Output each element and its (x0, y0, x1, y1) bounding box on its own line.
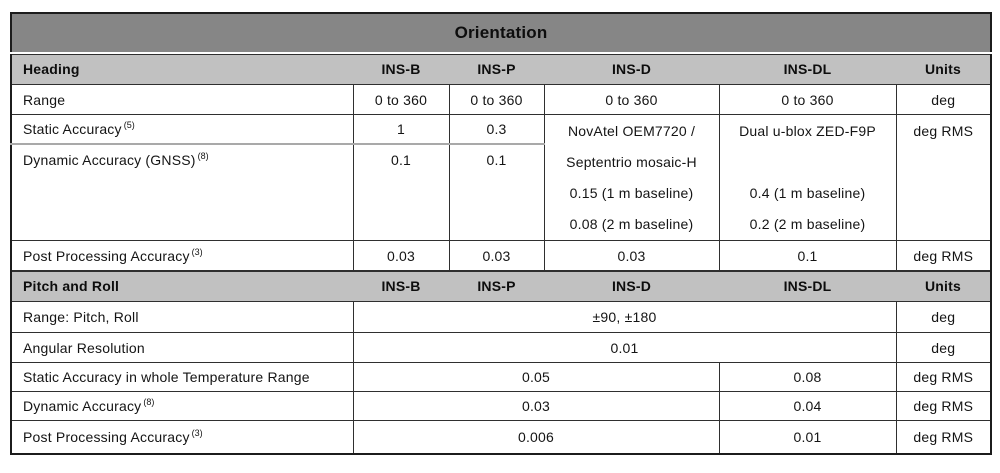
cell-pr-dynamic-units: deg RMS (895, 391, 992, 421)
cell-range-label: Range (10, 84, 354, 115)
cell-pr-range-label: Range: Pitch, Roll (10, 301, 354, 333)
cell-pr-range-value: ±90, ±180 (352, 301, 897, 333)
col-header-ins-dl: INS-DL (719, 52, 896, 85)
orientation-spec-table: Orientation Heading INS-B INS-P INS-D IN… (10, 12, 992, 455)
col-header-ins-d-2: INS-D (544, 270, 719, 302)
cell-post-insdl: 0.1 (718, 240, 897, 271)
footnote-8-2: (8) (143, 397, 155, 408)
cell-range-insb: 0 to 360 (352, 84, 450, 115)
col-header-ins-p-2: INS-P (449, 270, 544, 302)
cell-static-insb: 1 (352, 113, 450, 145)
footnote-8: (8) (197, 151, 209, 162)
cell-pr-post-units: deg RMS (895, 420, 992, 454)
cell-static-insp: 0.3 (448, 113, 545, 145)
insdl-line-blank (720, 147, 895, 178)
cell-range-insd: 0 to 360 (543, 84, 720, 115)
cell-pr-resolution-value: 0.01 (352, 332, 897, 363)
pr-dynamic-text: Dynamic Accuracy (23, 398, 142, 414)
cell-pr-post-value: 0.006 (352, 420, 720, 454)
insd-line-receiver-1: NovAtel OEM7720 / (567, 123, 696, 139)
cell-post-insd: 0.03 (543, 240, 720, 271)
pitch-roll-header-row: Pitch and Roll INS-B INS-P INS-D INS-DL … (11, 270, 991, 302)
cell-pr-static-temp-insdl: 0.08 (718, 362, 897, 392)
cell-pr-resolution-label: Angular Resolution (10, 332, 354, 363)
row-pr-angular-resolution: Angular Resolution 0.01 deg (10, 332, 992, 363)
accuracy-units-text: deg RMS (913, 123, 974, 139)
post-processing-text: Post Processing Accuracy (23, 247, 190, 264)
cell-pr-range-units: deg (895, 301, 992, 333)
heading-header-row: Heading INS-B INS-P INS-D INS-DL Units (11, 52, 991, 85)
cell-accuracy-units: deg RMS (895, 114, 992, 241)
cell-insd-gnss-receiver: NovAtel OEM7720 / Septentrio mosaic-H 0.… (543, 114, 720, 241)
insd-line-baseline-2m: 0.08 (2 m baseline) (569, 216, 694, 232)
cell-static-label: Static Accuracy (5) (10, 113, 354, 145)
col-header-units-2: Units (896, 270, 991, 302)
col-header-units: Units (896, 52, 991, 85)
insdl-line-receiver: Dual u-blox ZED-F9P (739, 123, 876, 139)
pr-post-text: Post Processing Accuracy (23, 428, 190, 445)
cell-pr-post-label: Post Processing Accuracy (3) (10, 420, 354, 454)
cell-range-insp: 0 to 360 (448, 84, 545, 115)
cell-post-insb: 0.03 (352, 240, 450, 271)
table-title: Orientation (11, 13, 991, 54)
footnote-3-2: (3) (191, 428, 203, 439)
row-pr-range: Range: Pitch, Roll ±90, ±180 deg (10, 301, 992, 333)
cell-range-units: deg (895, 84, 992, 115)
col-header-ins-b-2: INS-B (353, 270, 449, 302)
cell-pr-dynamic-value: 0.03 (352, 391, 720, 421)
row-heading-static-accuracy: Static Accuracy (5) 1 0.3 NovAtel OEM7720… (10, 113, 992, 241)
insd-line-baseline-1m: 0.15 (1 m baseline) (569, 185, 694, 201)
row-heading-post-processing: Post Processing Accuracy (3) 0.03 0.03 0.… (10, 240, 992, 271)
col-header-ins-d: INS-D (544, 52, 719, 85)
insd-line-receiver-2: Septentrio mosaic-H (566, 154, 697, 170)
cell-pr-dynamic-label: Dynamic Accuracy (8) (10, 391, 354, 421)
dynamic-accuracy-text: Dynamic Accuracy (GNSS) (23, 151, 196, 168)
insdl-line-baseline-1m: 0.4 (1 m baseline) (749, 185, 866, 201)
cell-post-insp: 0.03 (448, 240, 545, 271)
row-heading-range: Range 0 to 360 0 to 360 0 to 360 0 to 36… (10, 84, 992, 115)
insdl-line-baseline-2m: 0.2 (2 m baseline) (749, 216, 866, 232)
cell-dynamic-label: Dynamic Accuracy (GNSS) (8) (10, 143, 354, 241)
row-pr-post-processing: Post Processing Accuracy (3) 0.006 0.01 d… (10, 420, 992, 454)
cell-pr-static-temp-value: 0.05 (352, 362, 720, 392)
row-pr-dynamic: Dynamic Accuracy (8) 0.03 0.04 deg RMS (10, 391, 992, 421)
row-pr-static-temp: Static Accuracy in whole Temperature Ran… (10, 362, 992, 392)
cell-pr-static-temp-units: deg RMS (895, 362, 992, 392)
cell-pr-dynamic-insdl: 0.04 (718, 391, 897, 421)
cell-dynamic-insb: 0.1 (352, 143, 450, 241)
footnote-3: (3) (191, 246, 203, 257)
section-header-heading: Heading (11, 52, 353, 85)
cell-pr-resolution-units: deg (895, 332, 992, 363)
cell-post-units: deg RMS (895, 240, 992, 271)
col-header-ins-dl-2: INS-DL (719, 270, 896, 302)
cell-pr-static-temp-label: Static Accuracy in whole Temperature Ran… (10, 362, 354, 392)
footnote-5: (5) (123, 120, 135, 131)
static-accuracy-text: Static Accuracy (23, 120, 122, 137)
col-header-ins-p: INS-P (449, 52, 544, 85)
cell-post-label: Post Processing Accuracy (3) (10, 240, 354, 271)
cell-insdl-gnss-receiver: Dual u-blox ZED-F9P 0.4 (1 m baseline) 0… (718, 114, 897, 241)
cell-range-insdl: 0 to 360 (718, 84, 897, 115)
cell-dynamic-insp: 0.1 (448, 143, 545, 241)
cell-pr-post-insdl: 0.01 (718, 420, 897, 454)
col-header-ins-b: INS-B (353, 52, 449, 85)
row-heading-dynamic-accuracy: Dynamic Accuracy (GNSS) (8) 0.1 0.1 (10, 143, 991, 241)
section-header-pitch-roll: Pitch and Roll (11, 270, 353, 302)
